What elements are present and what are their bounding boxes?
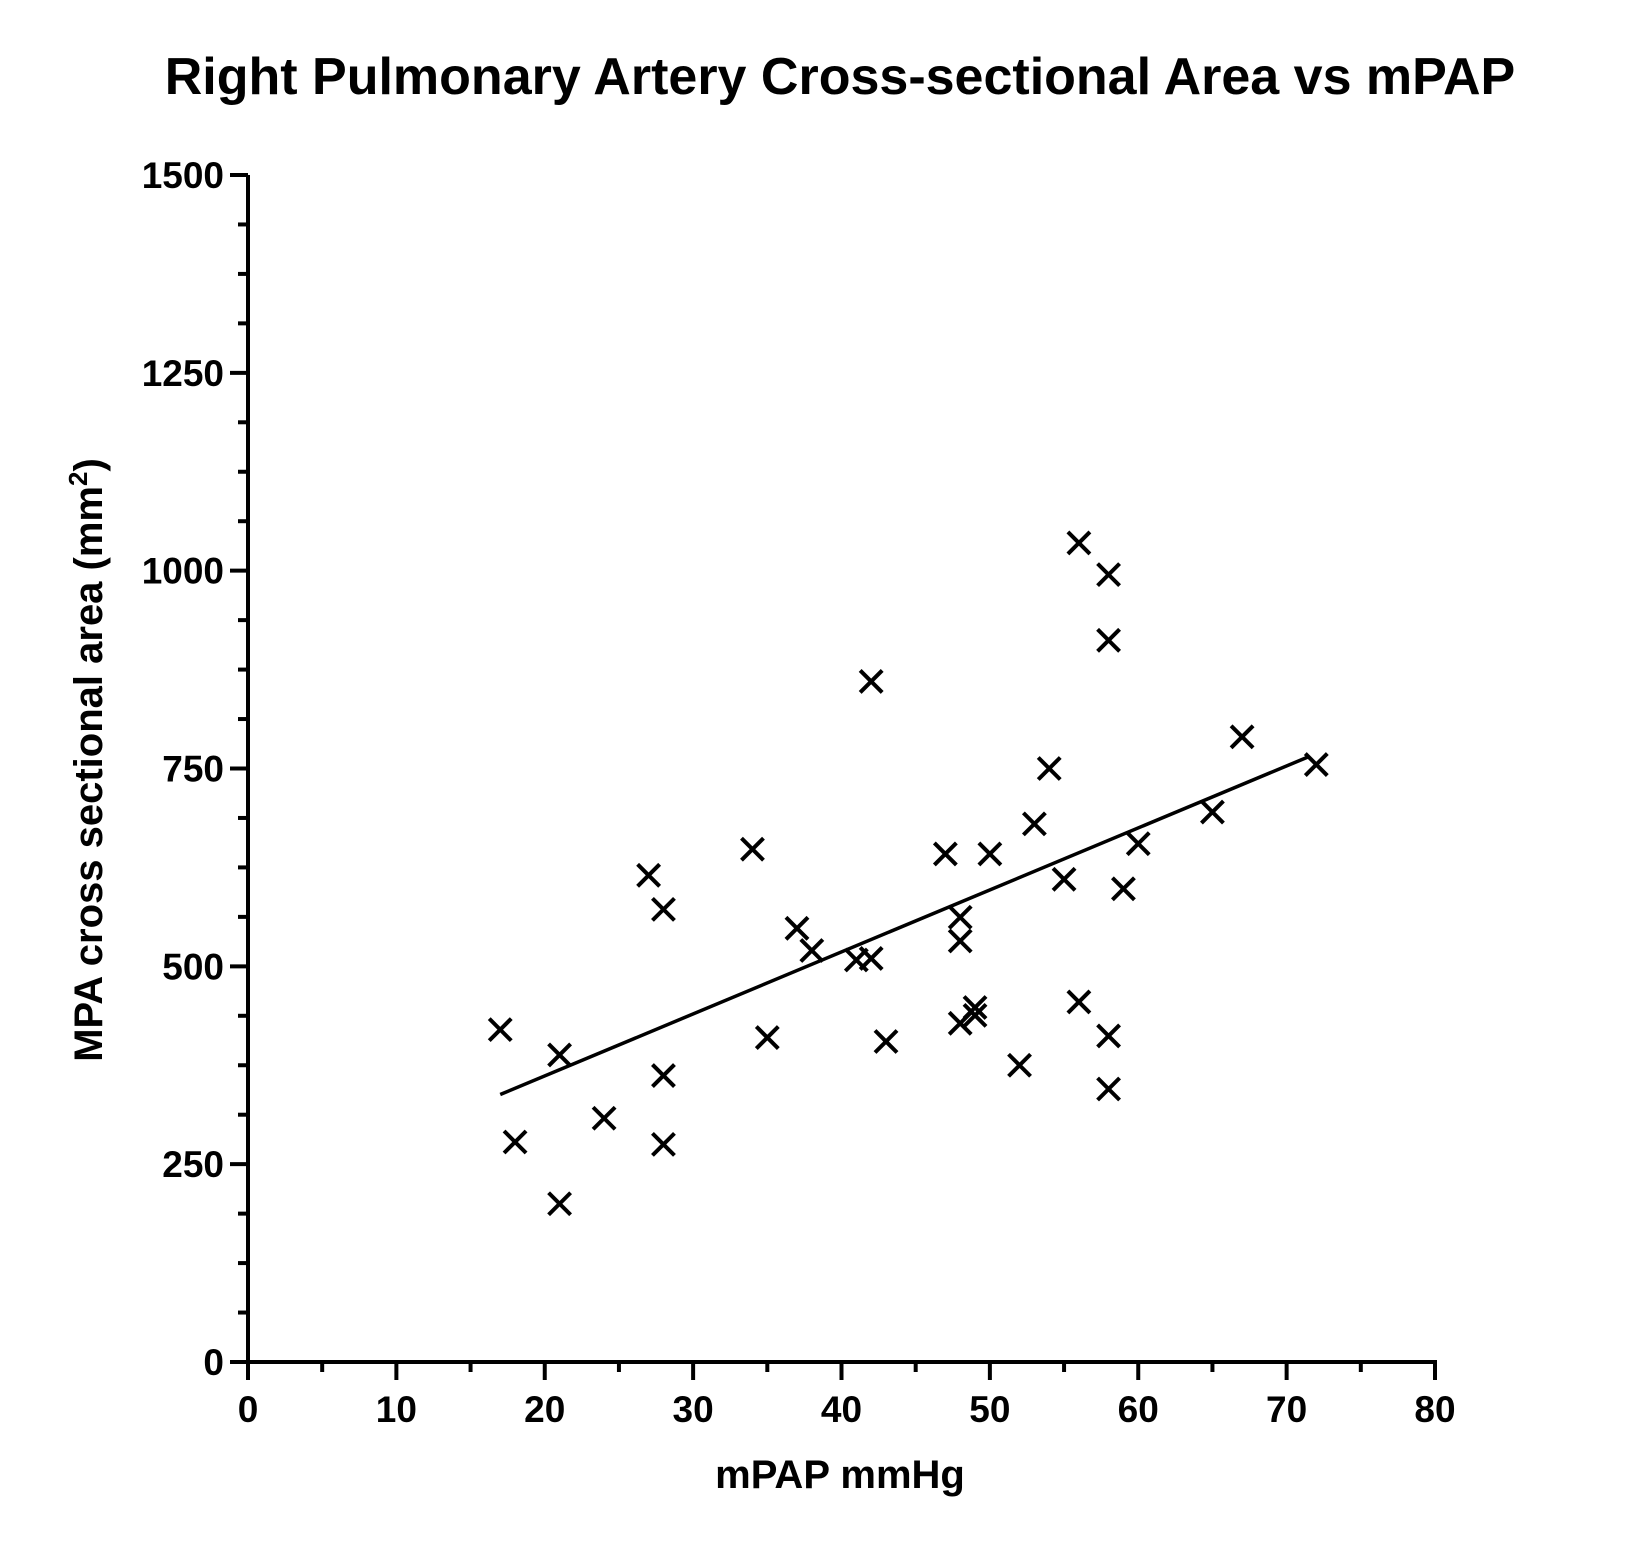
x-tick-label: 0 [238, 1389, 259, 1430]
data-point [1096, 1023, 1121, 1049]
x-tick-label: 50 [969, 1389, 1010, 1430]
data-point [1303, 752, 1329, 777]
data-point [591, 1105, 617, 1131]
data-point [932, 841, 958, 867]
data-point [1036, 756, 1062, 781]
data-point [962, 995, 988, 1020]
y-axis-title-suffix: ) [67, 458, 111, 471]
data-point [651, 1063, 676, 1088]
data-point [1066, 530, 1092, 556]
y-tick-label: 1500 [142, 155, 224, 196]
data-point [1007, 1052, 1032, 1078]
data-point [947, 904, 973, 930]
data-point [1200, 799, 1225, 825]
data-point [740, 836, 765, 862]
x-tick-label: 80 [1414, 1389, 1455, 1430]
data-point [1066, 989, 1092, 1015]
data-point [873, 1029, 899, 1054]
data-point [799, 938, 825, 963]
data-point [754, 1025, 780, 1050]
x-tick-label: 10 [376, 1389, 417, 1430]
data-point [1096, 562, 1121, 588]
data-point [962, 1002, 988, 1028]
y-tick-label: 1250 [142, 353, 224, 394]
data-point [1096, 627, 1121, 653]
y-tick-label: 1000 [142, 551, 224, 592]
data-point [502, 1129, 528, 1155]
data-point [1021, 811, 1047, 837]
y-tick-label: 250 [162, 1144, 224, 1185]
ticks: 0 10 20 30 40 50 60 70 80 0 250 500 750 1000 1250 1500 [142, 155, 1456, 1430]
data-point [547, 1042, 573, 1068]
data-point [977, 841, 1003, 867]
data-points [487, 530, 1329, 1217]
data-point [1096, 1076, 1121, 1102]
data-point [547, 1191, 573, 1217]
y-axis-title-superscript: 2 [63, 472, 93, 486]
data-point [947, 928, 973, 954]
data-point [636, 862, 662, 888]
y-tick-label: 500 [162, 946, 224, 987]
data-point [784, 915, 810, 941]
x-tick-label: 40 [821, 1389, 862, 1430]
data-point [487, 1017, 513, 1043]
y-axis-title-main: MPA cross sectional area (mm [67, 486, 111, 1062]
data-point [858, 946, 884, 971]
chart-title: Right Pulmonary Artery Cross-sectional A… [165, 48, 1515, 106]
regression-line [499, 755, 1310, 1097]
y-tick-label: 750 [162, 749, 224, 790]
fit-line-group [499, 755, 1310, 1097]
axes [246, 175, 1437, 1364]
x-tick-label: 30 [673, 1389, 714, 1430]
x-tick-label: 20 [524, 1389, 565, 1430]
data-point [1229, 724, 1255, 750]
data-point [858, 669, 884, 694]
x-tick-label: 70 [1266, 1389, 1307, 1430]
data-point [1110, 876, 1136, 902]
svg-text:MPA cross sectional area (mm2): MPA cross sectional area (mm2) [63, 458, 111, 1062]
data-point [651, 896, 676, 922]
data-point [651, 1131, 676, 1157]
data-point [1051, 866, 1077, 892]
y-tick-label: 0 [203, 1342, 224, 1383]
data-point [1125, 831, 1151, 857]
x-tick-label: 60 [1118, 1389, 1159, 1430]
x-axis-title: mPAP mmHg [715, 1453, 965, 1497]
y-axis-title: MPA cross sectional area (mm2) [63, 458, 111, 1062]
